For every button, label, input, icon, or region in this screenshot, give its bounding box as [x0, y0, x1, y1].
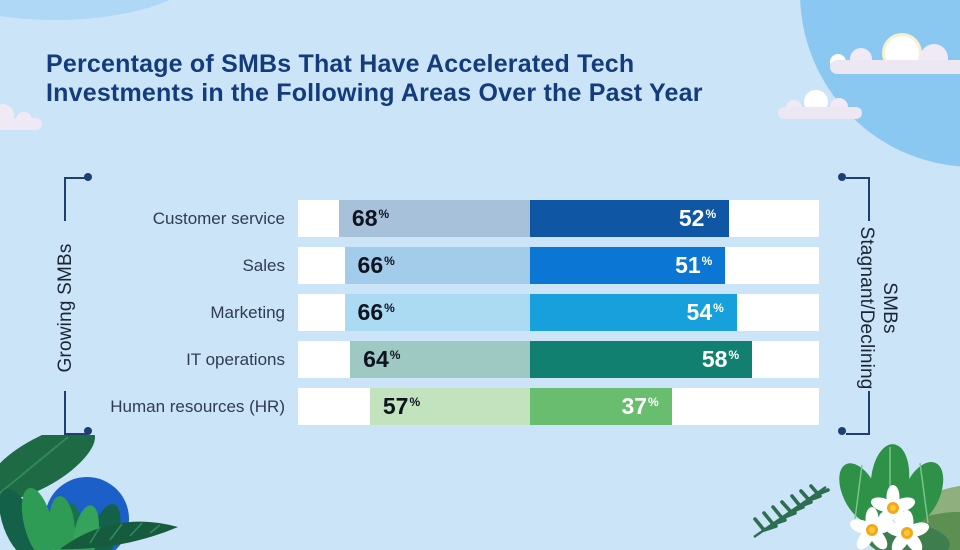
growing-value: 66% [357, 252, 395, 278]
cloud-base [0, 118, 42, 130]
stagnant-bar: 51% [530, 247, 726, 284]
bracket-dot [84, 427, 92, 435]
bracket-segment [64, 391, 88, 435]
growing-value: 68% [351, 205, 390, 231]
flower-icon [849, 507, 895, 550]
leaf-stem [0, 436, 69, 495]
chart-row: Marketing 66% 54% [0, 294, 960, 331]
page-title: Percentage of SMBs That Have Accelerated… [46, 50, 703, 108]
category-label: IT operations [186, 350, 285, 369]
stagnant-value: 54% [686, 299, 724, 325]
bracket-dot [84, 173, 92, 181]
growing-bar: 57% [369, 388, 530, 425]
fern-leaflets-icon [753, 484, 830, 532]
striped-leaf-icon [60, 521, 178, 550]
category-label: Customer service [152, 209, 285, 228]
stagnant-value: 58% [701, 346, 740, 372]
growing-bar: 66% [344, 294, 530, 331]
plumeria-leaf-icon [900, 461, 944, 525]
bracket-dot [838, 427, 846, 435]
stagnant-value: 52% [678, 205, 717, 231]
cloud-large-icon [830, 33, 960, 74]
stagnant-label-line-1: Stagnant/Declining [856, 226, 877, 390]
leaf-icon [21, 487, 55, 550]
growing-value: 64% [363, 346, 401, 372]
chart-row: IT operations 64% 58% [0, 341, 960, 378]
stagnant-smbs-label: Stagnant/Declining SMBs [855, 226, 901, 389]
leaf-stripes [89, 522, 161, 544]
flower-icon [884, 510, 930, 550]
stagnant-value: 51% [675, 252, 713, 278]
stagnant-label-line-2: SMBs [879, 282, 900, 334]
bracket-segment [846, 391, 870, 435]
growing-bar: 68% [338, 200, 530, 237]
bar-track: 64% 58% [298, 341, 819, 378]
bar-track: 66% 51% [298, 247, 819, 284]
growing-smbs-label: Growing SMBs [55, 243, 76, 373]
growing-bar: 64% [350, 341, 530, 378]
stagnant-bar: 58% [530, 341, 753, 378]
stagnant-bar: 54% [530, 294, 737, 331]
category-label: Marketing [210, 303, 285, 322]
title-line-2: Investments in the Following Areas Over … [46, 79, 703, 107]
category-label: Sales [242, 256, 285, 275]
foliage-right-decoration [753, 444, 960, 550]
bracket-segment [846, 177, 870, 221]
stagnant-bar: 52% [530, 200, 730, 237]
category-label: Human resources (HR) [110, 397, 285, 416]
sky-arc-top-left-decoration [0, 0, 210, 20]
growing-value: 57% [382, 393, 421, 419]
bracket-segment [64, 177, 88, 221]
cloud-base [830, 60, 960, 74]
bar-track: 66% 54% [298, 294, 819, 331]
bar-track: 57% 37% [298, 388, 819, 425]
title-line-1: Percentage of SMBs That Have Accelerated… [46, 50, 635, 78]
cloud-small-icon [778, 90, 862, 120]
sky-circle-decoration [800, 0, 960, 167]
cloud-base [778, 107, 862, 119]
growing-bar: 66% [344, 247, 530, 284]
chart-row: Sales 66% 51% [0, 247, 960, 284]
growing-value: 66% [357, 299, 395, 325]
bracket-dot [838, 173, 846, 181]
chart-row: Human resources (HR) 57% 37% [0, 388, 960, 425]
leaf-icon [0, 488, 37, 550]
stagnant-bar: 37% [530, 388, 672, 425]
chart-row: Customer service 68% 52% [0, 200, 960, 237]
foliage-left-decoration [0, 435, 178, 550]
stagnant-value: 37% [621, 393, 659, 419]
bar-track: 68% 52% [298, 200, 819, 237]
cloud-left-edge-icon [0, 104, 42, 132]
